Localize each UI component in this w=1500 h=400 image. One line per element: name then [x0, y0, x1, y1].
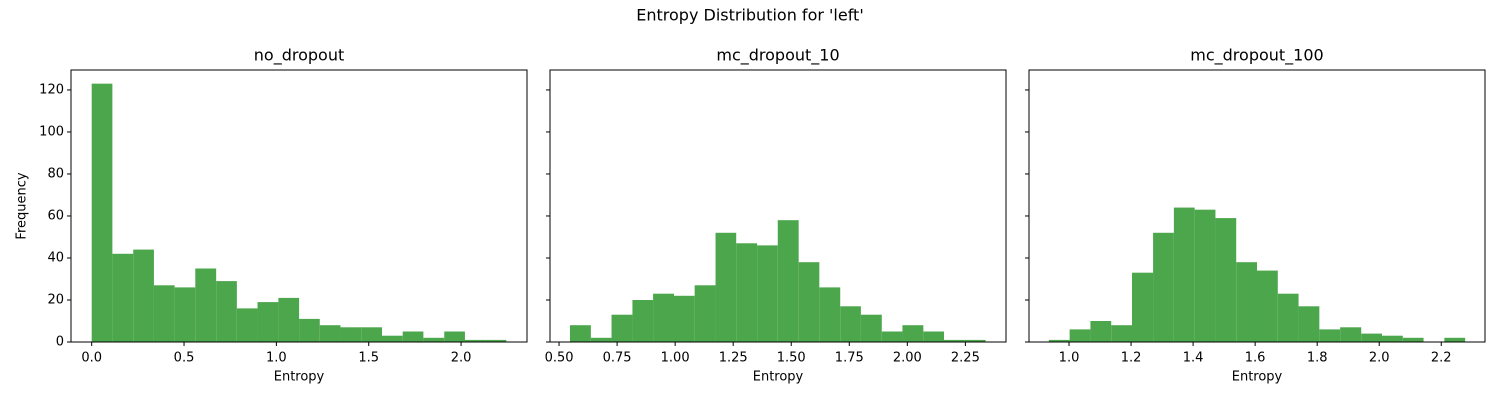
bar — [423, 337, 445, 342]
bar — [1131, 272, 1154, 342]
y-tick-label: 40 — [47, 250, 64, 265]
bar — [444, 331, 465, 342]
x-tick-label: 2.0 — [451, 351, 472, 366]
bar — [694, 285, 716, 342]
bar — [299, 318, 320, 342]
bar — [1069, 329, 1091, 342]
bar — [1173, 207, 1195, 342]
x-tick-label: 2.0 — [1369, 351, 1390, 366]
subplot-title: mc_dropout_10 — [716, 46, 839, 66]
x-axis-label: Entropy — [274, 370, 325, 385]
bar — [464, 339, 486, 342]
bar — [1340, 327, 1362, 342]
x-tick-label: 1.2 — [1121, 351, 1142, 366]
bar — [319, 325, 341, 342]
y-tick-label: 0 — [56, 335, 64, 350]
x-tick-label: 1.0 — [1059, 351, 1080, 366]
bar — [112, 253, 134, 342]
y-tick-label: 20 — [47, 292, 64, 307]
bar — [236, 308, 258, 342]
bar — [881, 331, 903, 342]
bar — [361, 327, 383, 342]
x-axis-label: Entropy — [753, 370, 804, 385]
x-tick-label: 0.5 — [174, 351, 195, 366]
bar — [673, 295, 695, 342]
x-tick-label: 1.0 — [266, 351, 287, 366]
bar — [1153, 232, 1174, 342]
x-axis-label: Entropy — [1232, 370, 1283, 385]
bar — [590, 337, 612, 342]
bar — [923, 331, 945, 342]
bar — [964, 339, 986, 342]
y-axis-label: Frequency — [15, 172, 30, 239]
plot-frame — [1028, 69, 1486, 343]
bar — [174, 287, 196, 342]
bar — [1319, 329, 1341, 342]
bar — [1361, 333, 1383, 342]
x-tick-label: 1.00 — [661, 351, 690, 366]
bar — [715, 232, 737, 342]
x-tick-label: 2.2 — [1431, 351, 1452, 366]
bar — [1298, 306, 1320, 342]
x-tick-label: 1.4 — [1183, 351, 1204, 366]
x-tick-label: 1.8 — [1307, 351, 1328, 366]
x-tick-label: 1.25 — [719, 351, 748, 366]
bar — [1257, 270, 1278, 342]
bar — [611, 314, 633, 342]
x-tick-label: 2.25 — [951, 351, 980, 366]
bar — [195, 268, 217, 342]
bar — [257, 302, 279, 342]
x-tick-label: 1.6 — [1245, 351, 1266, 366]
x-tick-label: 1.75 — [835, 351, 864, 366]
bar — [819, 287, 841, 342]
bar — [340, 327, 362, 342]
x-tick-label: 1.5 — [358, 351, 379, 366]
bar — [757, 245, 778, 342]
bar — [798, 262, 820, 342]
bar — [860, 314, 882, 342]
bar — [1111, 325, 1132, 342]
x-tick-label: 2.00 — [893, 351, 922, 366]
x-tick-label: 0.75 — [603, 351, 632, 366]
bar — [133, 249, 154, 342]
bar — [1402, 337, 1424, 342]
bar — [840, 306, 861, 342]
bar — [1215, 218, 1237, 342]
x-tick-label: 1.50 — [777, 351, 806, 366]
subplot-title: no_dropout — [254, 46, 344, 66]
bar — [1090, 320, 1112, 342]
bar — [653, 293, 674, 342]
y-tick-label: 120 — [39, 82, 64, 97]
y-tick-label: 60 — [47, 208, 64, 223]
bar — [382, 335, 403, 342]
bar — [216, 281, 237, 342]
figure-title: Entropy Distribution for 'left' — [636, 6, 863, 25]
bar — [632, 299, 654, 342]
bar — [402, 331, 424, 342]
bar — [569, 325, 591, 342]
y-tick-label: 100 — [39, 124, 64, 139]
bar — [1277, 293, 1299, 342]
plot-frame — [549, 69, 1007, 343]
bar — [91, 83, 113, 342]
bar — [1444, 337, 1466, 342]
bar — [902, 325, 924, 342]
subplot-title: mc_dropout_100 — [1190, 46, 1323, 66]
bar — [1048, 339, 1070, 342]
bar — [1194, 209, 1216, 342]
plot-frame — [70, 69, 528, 343]
bar — [736, 243, 758, 342]
y-tick-label: 80 — [47, 166, 64, 181]
bar — [153, 285, 175, 342]
x-tick-label: 0.50 — [545, 351, 574, 366]
bar — [485, 339, 507, 342]
bar — [777, 220, 799, 342]
bar — [278, 297, 300, 342]
bar — [1382, 335, 1403, 342]
bar — [1236, 262, 1257, 342]
bar — [944, 339, 965, 342]
x-tick-label: 0.0 — [81, 351, 102, 366]
